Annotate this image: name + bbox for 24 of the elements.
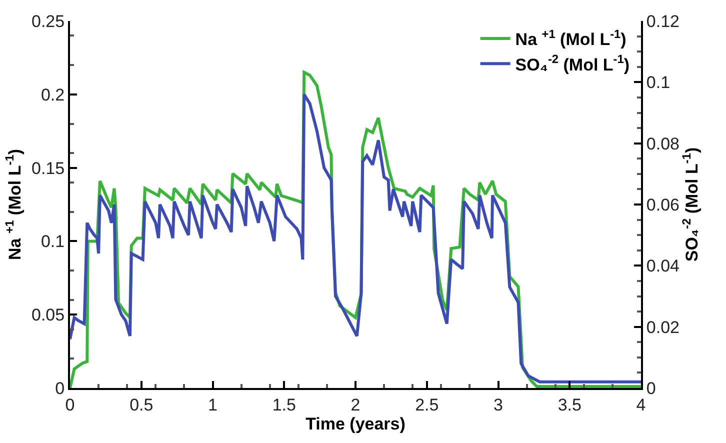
y-tick-label: 0.2 [40, 85, 65, 104]
x-tick-label: 1 [208, 395, 218, 414]
y-tick-label: 0.15 [32, 158, 65, 178]
y2-tick-label: 0.02 [646, 318, 680, 337]
x-tick-label: 4 [636, 395, 646, 414]
y-tick-label: 0.1 [40, 232, 65, 252]
legend-label: SO₄$^{-2}$ (Mol L$^{-1}$) [515, 52, 630, 74]
y2-tick-label: 0.12 [646, 12, 680, 31]
y2-tick-label: 0.04 [646, 256, 680, 276]
y-tick-label: 0.25 [32, 12, 65, 31]
x-tick-label: 2 [350, 395, 360, 414]
x-tick-label: 3.5 [558, 395, 582, 414]
x-axis-title: Time (years) [306, 414, 406, 434]
x-tick-label: 3 [494, 395, 503, 414]
y2-tick-label: 0.06 [646, 195, 680, 214]
legend-label: Na $^{+1}$ (Mol L$^{-1}$) [515, 27, 626, 50]
y2-tick-label: 0 [646, 378, 656, 398]
x-tick-label: 1.5 [272, 395, 296, 414]
y-tick-label: 0 [55, 378, 65, 398]
y2-tick-label: 0.1 [646, 73, 670, 92]
x-tick-label: 0.5 [130, 395, 154, 414]
y2-tick-label: 0.08 [646, 134, 680, 154]
x-tick-label: 2.5 [415, 395, 439, 414]
y-tick-label: 0.05 [32, 306, 65, 325]
